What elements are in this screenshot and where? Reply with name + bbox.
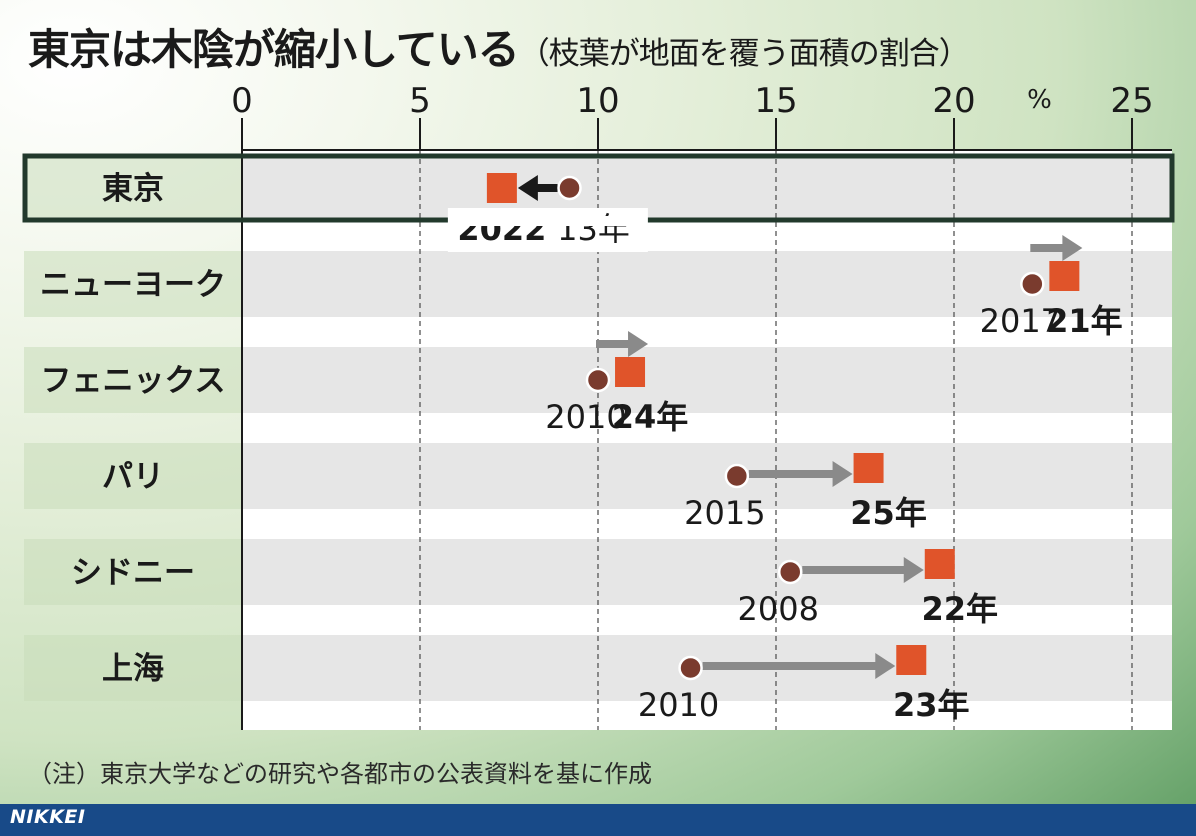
start-marker [557,175,582,201]
end-year-label: 2022 [457,210,546,248]
end-year-label: 24年 [612,398,689,436]
row-label-band [24,443,242,509]
end-marker [853,453,884,483]
category-label: 東京 [102,171,164,207]
end-marker [486,173,517,203]
row-band [242,347,1172,413]
start-marker [777,559,803,585]
row-label-band [24,347,242,413]
tick-label: 20 [932,81,975,121]
end-marker [896,645,927,675]
category-label: フェニックス [40,363,225,399]
start-marker [1020,271,1045,297]
start-marker [585,367,611,393]
end-year-label: 22年 [921,590,998,628]
plot-background [242,150,1172,730]
row-label-band [24,251,242,317]
source-note: （注）東京大学などの研究や各都市の公表資料を基に作成 [28,760,652,788]
footer-bar [0,804,1196,836]
start-year-label: 2017 [980,302,1061,340]
frame-gap [447,216,648,226]
end-year-label: 25年 [850,494,927,532]
start-year-label: 2010 [638,686,719,724]
arrow-head [832,461,853,487]
chart-title: 東京は木陰が縮小している [28,25,520,74]
tick-label: 0 [231,81,253,121]
start-marker [724,463,750,489]
end-marker [924,549,955,579]
end-marker [1049,261,1080,291]
arrow-head [628,331,649,357]
tick-label: 25 [1110,81,1153,121]
end-year-label: 21年 [1046,302,1123,340]
row-label-band [24,155,242,221]
chart-subtitle: （枝葉が地面を覆う面積の割合） [518,36,970,72]
end-marker [615,357,646,387]
arrow-head [517,175,538,201]
category-label: パリ [102,459,164,495]
category-label: 上海 [102,651,164,687]
row-band [242,155,1172,221]
category-label: ニューヨーク [40,267,226,303]
tick-label: 10 [576,81,619,121]
row-band [242,539,1172,605]
category-label: シドニー [71,555,195,591]
start-year-label: 2015 [684,494,765,532]
row-band [242,443,1172,509]
arrow-head [903,557,924,583]
row-label-band [24,635,242,701]
start-year-label: 2010 [545,398,626,436]
row-band [242,251,1172,317]
end-year-label: 23年 [893,686,970,724]
row-label-band [24,539,242,605]
chart-title-block: 東京は木陰が縮小している（枝葉が地面を覆う面積の割合） [28,16,970,77]
start-marker [678,655,703,681]
arrow-head [1062,235,1083,261]
brand-logo: NIKKEI [10,806,86,828]
arrow-head [875,653,896,679]
unit-label: % [1027,85,1052,115]
label-backdrop [447,208,648,252]
tick-label: 15 [754,81,797,121]
start-year-label: 13年 [557,210,630,248]
start-year-label: 2008 [738,590,819,628]
tick-label: 5 [409,81,431,121]
